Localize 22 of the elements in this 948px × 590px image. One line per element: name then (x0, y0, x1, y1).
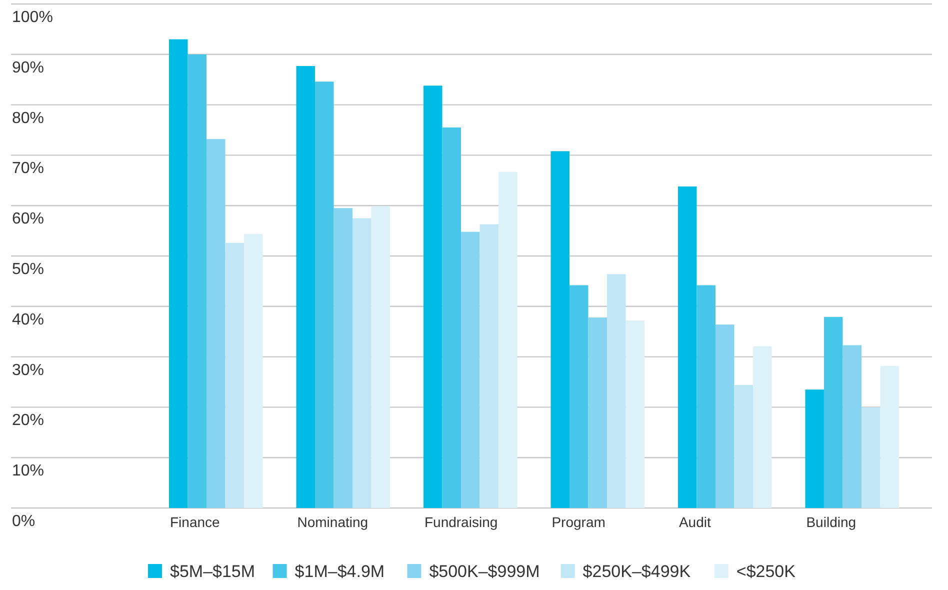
y-tick-label: 100% (12, 9, 53, 26)
y-tick-label: 80% (12, 110, 44, 127)
y-tick-label: 20% (12, 412, 44, 430)
y-tick-label: 40% (12, 311, 44, 328)
x-tick-label: Nominating (297, 514, 368, 530)
x-tick-label: Audit (678, 514, 711, 530)
y-tick-label: 30% (12, 362, 44, 379)
y-tick-label: 10% (12, 462, 44, 480)
x-tick-label: Fundraising (424, 514, 498, 530)
legend-label: $250K–$499K (582, 562, 692, 581)
x-tick-label: Building (806, 514, 856, 530)
legend-label: $5M–$15M (170, 562, 256, 581)
y-tick-label: 50% (12, 261, 44, 278)
y-tick-label: 0% (12, 513, 36, 530)
y-tick-label: 90% (12, 59, 44, 76)
legend-label: $500K–$999M (429, 562, 540, 581)
y-tick-label: 60% (12, 210, 44, 228)
x-tick-label: Finance (170, 514, 220, 530)
legend-label: <$250K (736, 562, 796, 581)
legend-label: $1M–$4.9M (294, 562, 385, 581)
x-tick-label: Program (552, 514, 606, 530)
y-tick-label: 70% (12, 160, 44, 178)
